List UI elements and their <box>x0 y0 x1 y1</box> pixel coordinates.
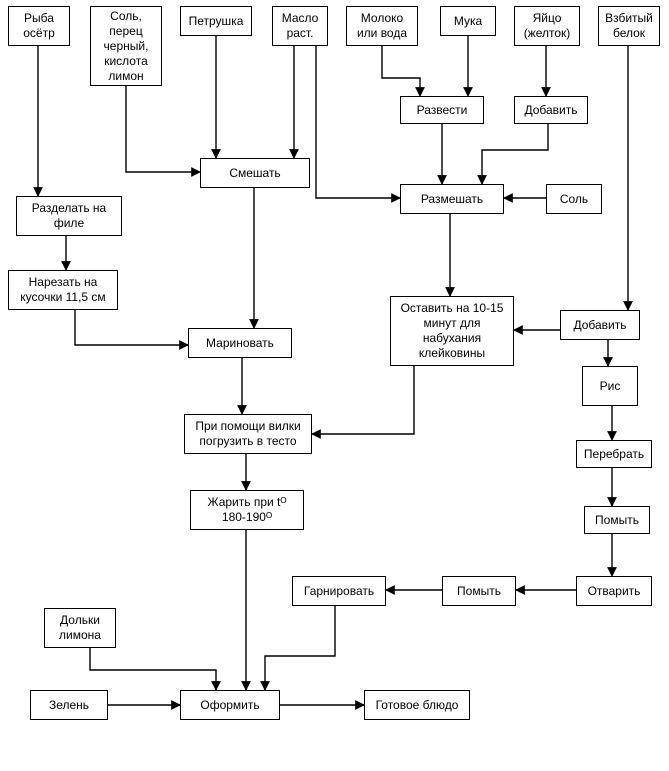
node-n_wash2: Помыть <box>442 576 516 606</box>
node-n_stir: Размешать <box>400 184 504 214</box>
node-n_rice: Рис <box>582 366 638 406</box>
edge-18 <box>312 366 414 434</box>
node-n_wash1: Помыть <box>584 506 650 534</box>
node-n_egg: Яйцо (желток) <box>514 6 580 46</box>
node-n_rest: Оставить на 10-15 минут для набухания кл… <box>390 296 514 366</box>
node-n_cut1: Разделать на филе <box>16 196 122 236</box>
node-n_salt: Соль, перец черный, кислота лимон <box>90 6 162 86</box>
edge-2 <box>75 310 188 345</box>
edge-11 <box>482 124 548 184</box>
node-n_sort: Перебрать <box>576 440 652 468</box>
node-n_milk: Молоко или вода <box>346 6 418 46</box>
node-n_parsley: Петрушка <box>180 6 252 36</box>
node-n_green: Зелень <box>30 690 108 720</box>
node-n_salt2: Соль <box>546 184 602 214</box>
node-n_oil: Масло раст. <box>272 6 328 46</box>
node-n_mix1: Смешать <box>200 158 310 188</box>
node-n_cut2: Нарезать на кусочки 11,5 см <box>8 270 118 310</box>
node-n_dip: При помощи вилки погрузить в тесто <box>184 414 312 454</box>
edge-26 <box>265 606 335 690</box>
node-n_fish: Рыба осётр <box>8 6 70 46</box>
node-n_add2: Добавить <box>560 310 640 340</box>
node-n_serve: Оформить <box>180 690 280 720</box>
node-n_fry: Жарить при tᴼ 180-190ᴼ <box>190 490 304 530</box>
node-n_boil: Отварить <box>576 576 652 606</box>
node-n_flour: Мука <box>440 6 496 36</box>
node-n_white: Взбитый белок <box>598 6 660 46</box>
edge-7 <box>382 46 420 96</box>
edge-27 <box>90 648 216 690</box>
flowchart-canvas: Рыба осётр Соль, перец черный, кислота ли… <box>0 0 669 771</box>
node-n_marinate: Мариновать <box>188 328 292 358</box>
node-n_add1: Добавить <box>514 96 588 124</box>
node-n_dish: Готовое блюдо <box>364 690 470 720</box>
edge-6 <box>316 46 400 198</box>
node-n_dilute: Развести <box>400 96 484 124</box>
edge-3 <box>126 86 200 172</box>
node-n_garnish: Гарнировать <box>292 576 386 606</box>
node-n_lemon: Дольки лимона <box>44 608 116 648</box>
